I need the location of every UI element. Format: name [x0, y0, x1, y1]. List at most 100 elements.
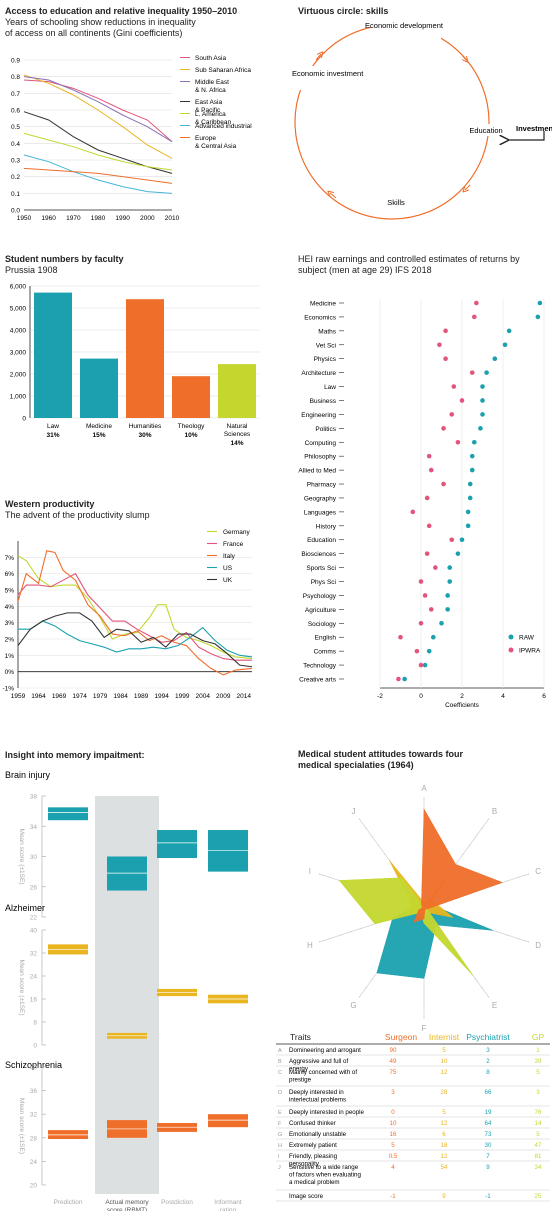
faculty-subtitle: Prussia 1908 [5, 265, 58, 275]
row-value: 12 [441, 1120, 448, 1127]
row-value: 12 [441, 1153, 448, 1160]
radar-tick [384, 854, 386, 856]
radar-tick [423, 984, 425, 986]
y-tick-label: 0.6 [11, 108, 20, 115]
y-tick-label: 4,000 [10, 328, 27, 335]
data-point [469, 453, 475, 459]
category-label: Prediction [54, 1199, 83, 1206]
data-point [398, 634, 403, 640]
data-point [428, 467, 434, 473]
row-trait: Mainly concerned with of prestige [289, 1069, 357, 1084]
data-point [426, 453, 432, 459]
panel-title: Brain injury [5, 770, 51, 780]
data-point [449, 412, 455, 417]
productivity-subtitle: The advent of the productivity slump [5, 510, 150, 520]
legend-label: RAW [519, 635, 535, 642]
y-tick-label: 0.4 [11, 141, 20, 148]
bar [172, 376, 210, 418]
row-letter: C [278, 1070, 282, 1076]
y-tick-label: 28 [30, 1135, 38, 1142]
data-point [472, 439, 477, 445]
access-title: Access to education and relative inequal… [5, 6, 238, 16]
radar-tick [378, 845, 380, 847]
radar-tick [462, 854, 464, 856]
hei-title: HEI raw earnings and controlled estimate… [298, 254, 520, 275]
medical-title: Medical student attitudes towards four m… [298, 749, 464, 770]
category-label: Politics [315, 426, 336, 433]
radar-tick [423, 1006, 425, 1008]
data-point [449, 537, 455, 543]
legend-label: Europe & Central Asia [195, 135, 237, 150]
y-tick-label: 1% [5, 653, 15, 660]
y-tick-label: 0.1 [11, 191, 20, 198]
data-point [431, 634, 436, 640]
medical-panel: Medical student attitudes towards four m… [276, 740, 552, 1211]
legend-label: US [223, 565, 233, 572]
row-value: 4 [391, 1164, 395, 1171]
memory-title: Insight into memory impaitment: [5, 750, 145, 760]
data-point [537, 300, 543, 306]
x-tick-label: 1974 [72, 693, 87, 700]
bar [80, 358, 118, 418]
y-tick-label: 20 [30, 1183, 38, 1190]
series-line [17, 555, 253, 660]
x-tick-label: 1959 [11, 693, 26, 700]
row-value: 76 [535, 1109, 542, 1116]
row-value: 64 [485, 1120, 492, 1127]
row-value: -1 [485, 1193, 491, 1200]
row-value: 2 [486, 1058, 490, 1065]
legend-label: Italy [223, 553, 236, 560]
category-label: Comms [314, 649, 337, 656]
legend-label: France [223, 541, 244, 548]
data-point [426, 523, 432, 529]
y-tick-label: 16 [30, 997, 38, 1004]
row-value: 14 [535, 1120, 542, 1127]
row-value: 5 [391, 1142, 395, 1149]
radar-tick [371, 924, 373, 926]
category-label: Sociology [308, 621, 337, 628]
row-letter: G [278, 1132, 282, 1138]
data-point [480, 398, 485, 403]
row-value: 10 [390, 1120, 397, 1127]
x-tick-label: 2014 [237, 693, 252, 700]
data-point [443, 328, 448, 334]
category-label: Informant rating [214, 1199, 242, 1211]
data-point [433, 565, 438, 570]
node-economic-investment: Economic investment [292, 69, 364, 78]
category-label: History [316, 523, 337, 530]
row-letter: F [278, 1121, 282, 1127]
legend-label: L. America & Caribbean [195, 111, 232, 126]
data-point [422, 593, 428, 598]
y-tick-label: 6,000 [10, 284, 27, 291]
category-label: Business [310, 398, 337, 405]
x-tick-label: 6 [542, 693, 546, 700]
row-value: 34 [535, 1164, 542, 1171]
radar-tick [318, 873, 320, 875]
cycle-arrow [461, 54, 466, 60]
row-value: 7 [486, 1153, 490, 1160]
table-header: Traits [290, 1032, 311, 1042]
row-trait: Deeply interested in people [289, 1109, 365, 1116]
legend-swatch [508, 634, 514, 640]
y-tick-label: 3% [5, 620, 15, 627]
series-line [23, 111, 173, 174]
row-value: 8 [486, 1069, 490, 1076]
faculty-chart: 0 1,000 2,000 3,000 4,000 5,000 6,000 Law 31% Med… [10, 284, 260, 447]
radar-tick [475, 836, 477, 838]
y-tick-label: 6% [5, 571, 15, 578]
panel-title: Alzheimer [5, 903, 45, 913]
row-letter: B [278, 1059, 282, 1065]
data-point [424, 495, 430, 501]
data-point [480, 412, 485, 417]
data-point [455, 439, 461, 445]
radar-tick [358, 996, 360, 998]
row-value: 16 [390, 1131, 397, 1138]
radar-axis-label: C [535, 867, 541, 876]
radar-axis-label: D [535, 941, 541, 950]
x-tick-label: 1970 [66, 215, 81, 222]
radar-tick [468, 845, 470, 847]
data-point [441, 481, 446, 487]
y-tick-label: 3,000 [10, 350, 27, 357]
y-tick-label: 5% [5, 588, 15, 595]
radar-tick [481, 987, 483, 989]
